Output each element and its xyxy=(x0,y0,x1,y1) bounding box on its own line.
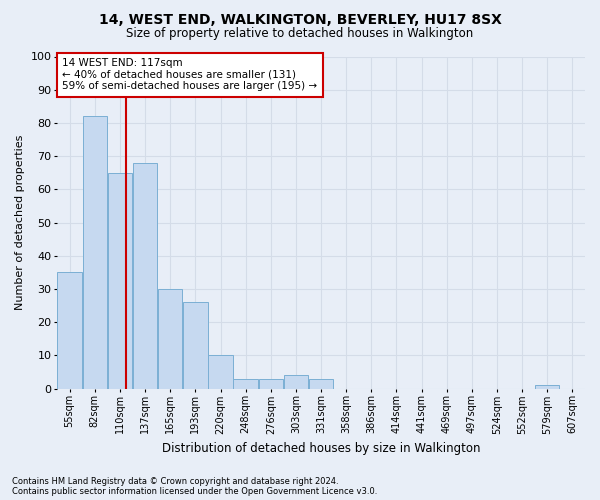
Bar xyxy=(108,172,132,388)
Bar xyxy=(183,302,208,388)
Bar xyxy=(233,378,258,388)
Bar xyxy=(284,376,308,388)
Text: Size of property relative to detached houses in Walkington: Size of property relative to detached ho… xyxy=(127,28,473,40)
Bar xyxy=(535,386,559,388)
Y-axis label: Number of detached properties: Number of detached properties xyxy=(15,135,25,310)
Bar xyxy=(208,356,233,388)
Bar xyxy=(58,272,82,388)
Bar xyxy=(133,163,157,388)
Bar xyxy=(259,378,283,388)
Bar xyxy=(83,116,107,388)
Bar xyxy=(309,378,333,388)
X-axis label: Distribution of detached houses by size in Walkington: Distribution of detached houses by size … xyxy=(162,442,481,455)
Text: 14, WEST END, WALKINGTON, BEVERLEY, HU17 8SX: 14, WEST END, WALKINGTON, BEVERLEY, HU17… xyxy=(98,12,502,26)
Text: Contains HM Land Registry data © Crown copyright and database right 2024.: Contains HM Land Registry data © Crown c… xyxy=(12,477,338,486)
Text: 14 WEST END: 117sqm
← 40% of detached houses are smaller (131)
59% of semi-detac: 14 WEST END: 117sqm ← 40% of detached ho… xyxy=(62,58,317,92)
Bar xyxy=(158,289,182,388)
Text: Contains public sector information licensed under the Open Government Licence v3: Contains public sector information licen… xyxy=(12,487,377,496)
